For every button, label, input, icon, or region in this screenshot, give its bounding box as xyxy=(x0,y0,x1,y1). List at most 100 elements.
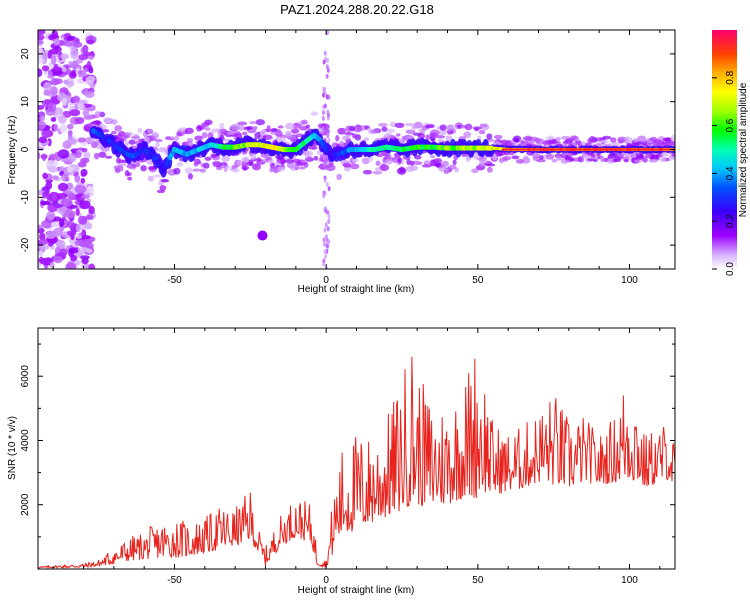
spectrogram-cell xyxy=(279,137,287,143)
spectrogram-cell xyxy=(86,39,95,45)
spectrogram-cell xyxy=(555,136,561,142)
spectrogram-cell xyxy=(111,130,117,135)
spectrogram-cell xyxy=(241,131,248,136)
x-tick-label: -50 xyxy=(167,575,182,586)
spectrogram-cell xyxy=(187,172,193,180)
spectrogram-cell xyxy=(78,215,88,225)
spectrogram-cell xyxy=(59,123,68,133)
spectrogram-cell xyxy=(203,162,210,169)
spectrogram-cell xyxy=(54,247,59,255)
spectrogram-cell xyxy=(447,164,457,170)
spectrogram-cell xyxy=(275,166,286,172)
spectrogram-cell xyxy=(362,169,373,175)
spectrogram-cell xyxy=(85,214,94,220)
spectrogram-cell xyxy=(534,138,541,143)
spectrogram-cell xyxy=(664,137,671,144)
spectrogram-cell xyxy=(656,140,662,145)
colorbar-tick-label: 0.6 xyxy=(725,118,736,132)
y-tick-label: 20 xyxy=(20,48,31,60)
snr-frame xyxy=(37,327,676,570)
spectrogram-cell xyxy=(38,105,45,110)
spectrogram-cell xyxy=(354,134,362,141)
spectrogram-cell xyxy=(38,262,42,268)
y-tick-label: 0 xyxy=(20,146,31,152)
spectrogram-cell xyxy=(80,172,87,177)
spectrogram-cell xyxy=(277,125,284,129)
spectrogram-cell xyxy=(539,155,544,161)
spectrogram-cell xyxy=(88,205,95,215)
spectrogram-cell xyxy=(123,132,134,136)
spectrogram-cell xyxy=(53,63,59,72)
spectrogram-cell xyxy=(610,137,617,143)
spectrogram-cell xyxy=(85,75,96,83)
spectrogram-cell xyxy=(227,131,235,136)
spectrogram-cell xyxy=(607,158,614,164)
spectrogram-cell xyxy=(53,123,59,132)
spectrogram-cell xyxy=(237,124,245,131)
spectrogram-cell xyxy=(192,168,202,172)
spectrogram-cell xyxy=(114,168,121,174)
spectrogram-cell xyxy=(69,110,79,116)
spectrogram-cell xyxy=(481,123,490,131)
spectrogram-cell xyxy=(349,163,360,170)
spectrogram-cell xyxy=(47,50,52,60)
spectrogram-cell xyxy=(337,127,346,135)
spectrogram-cell xyxy=(300,119,308,125)
spectrogram-cell xyxy=(323,103,327,109)
spectrogram-cell xyxy=(186,140,193,148)
spectrogram-cell xyxy=(124,141,130,147)
spectrogram-cell xyxy=(193,162,199,167)
spectrogram-cell xyxy=(74,151,82,159)
spectrogram-cell xyxy=(425,134,430,141)
spectrogram-cell xyxy=(58,248,68,257)
spectrogram-cell xyxy=(49,261,55,269)
spectrogram-cell xyxy=(176,161,184,167)
spectrogram-cell xyxy=(492,154,498,161)
spectrogram-cell xyxy=(310,145,317,150)
spectrogram-cell xyxy=(132,133,140,141)
y-tick-label: 4000 xyxy=(20,429,31,452)
spectrogram-cell xyxy=(327,137,331,143)
colorbar-tick-label: 0.2 xyxy=(725,214,736,228)
spectrogram-cell xyxy=(397,157,402,164)
spectrogram-cell xyxy=(42,172,48,180)
spectrogram-cell xyxy=(551,158,558,163)
spectrogram-cell xyxy=(635,153,642,158)
spectrogram-cell xyxy=(305,124,311,129)
spectrogram-cell xyxy=(184,167,193,174)
spectrogram-cell xyxy=(61,97,68,106)
spectrogram-cell xyxy=(257,230,268,241)
spectrogram-cell xyxy=(83,136,96,144)
spectrogram-cell xyxy=(241,156,250,163)
spectrogram-cell xyxy=(41,219,53,229)
spectrogram-cell xyxy=(435,158,443,164)
spectrogram-cell xyxy=(57,182,69,192)
spectrogram-cell xyxy=(323,50,327,56)
spectrogram-cell xyxy=(83,115,93,120)
spectrogram-cell xyxy=(53,255,63,264)
spectrogram-cell xyxy=(569,157,575,162)
spectrogram-cell xyxy=(237,121,248,126)
spectrogram-cell xyxy=(325,243,329,249)
spectrogram-cell xyxy=(326,115,330,121)
spectrogram-cell xyxy=(173,167,181,175)
x-tick-label: 50 xyxy=(472,575,484,586)
spectrogram-cell xyxy=(438,129,448,136)
spectrogram-cell xyxy=(266,125,271,133)
spectrogram-cell xyxy=(46,210,56,221)
spectrogram-cell xyxy=(57,149,70,159)
spectrogram-cell xyxy=(38,136,48,144)
spectrogram-cell xyxy=(292,158,301,163)
spectrogram-cell xyxy=(303,150,314,157)
spectrogram-cell xyxy=(184,127,194,135)
spectrogram-cell xyxy=(40,201,51,206)
spectrogram-cell xyxy=(324,208,328,214)
spectrogram-cell xyxy=(326,226,330,232)
spectrogram-cell xyxy=(464,123,473,131)
spectrogram-cell xyxy=(555,155,562,161)
spectrogram-cell xyxy=(339,140,345,148)
snr-content xyxy=(37,356,676,570)
spectrogram-cell xyxy=(66,165,74,173)
spectrogram-cell xyxy=(224,165,231,169)
spectrogram-cell xyxy=(39,115,46,121)
